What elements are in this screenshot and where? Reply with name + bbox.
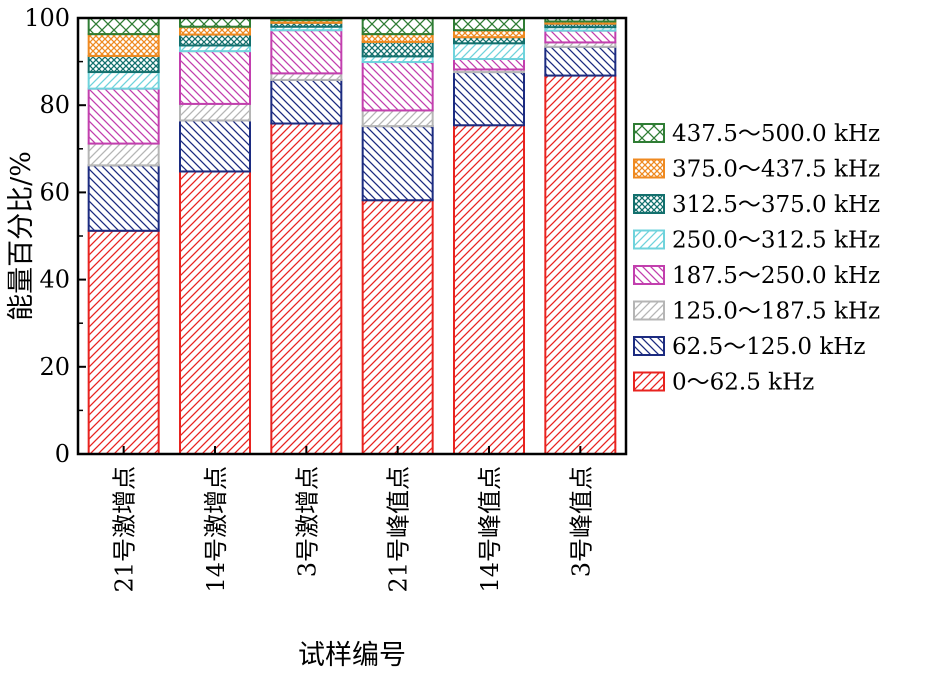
y-tick-label: 40 [39, 266, 70, 294]
y-tick-label: 20 [39, 353, 70, 381]
bar-segment-1-437-5-500-0-khz [87, 17, 160, 36]
y-tick-label: 80 [39, 91, 70, 119]
y-tick-label: 0 [55, 440, 70, 468]
bar-segment-3-0-62-5-khz [270, 122, 343, 456]
bar-segment-4-312-5-375-0-khz [361, 40, 434, 58]
legend-label: 250.0～312.5 kHz [672, 228, 880, 254]
bar-segment-1-375-0-437-5-khz [87, 33, 160, 57]
bar-segment-3-62-5-125-0-khz [270, 78, 343, 125]
x-tick-label: 14号激增点 [202, 466, 230, 593]
x-tick-label: 21号峰值点 [385, 466, 413, 593]
legend-label: 62.5～125.0 kHz [672, 334, 865, 360]
bars-layer [87, 17, 617, 456]
x-axis-title: 试样编号 [298, 640, 406, 671]
legend-swatch-250-0-312-5-khz [633, 229, 665, 250]
x-tick-label: 14号峰值点 [476, 466, 504, 593]
bar-segment-1-312-5-375-0-khz [87, 54, 160, 74]
bar-segment-1-62-5-125-0-khz [87, 164, 160, 232]
bar-segment-5-187-5-250-0-khz [453, 57, 525, 71]
y-tick-label: 100 [24, 4, 70, 32]
bar-segment-5-375-0-437-5-khz [453, 29, 525, 39]
bar-segment-4-125-0-187-5-khz [361, 109, 434, 128]
axis-layer: 0 20 40 60 80 100 21号激增点 14号激增点 3号激增点 21号峰值点 14号峰值… [24, 4, 595, 593]
bar-segment-3-187-5-250-0-khz [270, 29, 343, 75]
bar-segment-4-375-0-437-5-khz [361, 33, 434, 43]
bar-segment-2-375-0-437-5-khz [179, 25, 251, 36]
legend-label: 312.5～375.0 kHz [672, 192, 880, 218]
legend-label: 187.5～250.0 kHz [672, 263, 880, 289]
bar-segment-5-437-5-500-0-khz [453, 17, 525, 32]
bar-segment-4-0-62-5-khz [361, 199, 434, 455]
legend-label: 375.0～437.5 kHz [672, 157, 880, 183]
bar-segment-1-187-5-250-0-khz [87, 87, 160, 145]
bar-segment-4-62-5-125-0-khz [361, 125, 434, 202]
legend-label: 125.0～187.5 kHz [672, 299, 880, 325]
bar-segment-5-0-62-5-khz [453, 124, 525, 455]
plot-frame [76, 16, 628, 456]
legend-swatch-437-5-500-0-khz [633, 123, 665, 143]
legend-swatch-187-5-250-0-khz [633, 265, 665, 285]
bar-segment-1-250-0-312-5-khz [87, 71, 160, 90]
legend-swatch-125-0-187-5-khz [633, 300, 665, 321]
x-tick-label: 3号峰值点 [567, 466, 595, 577]
legend: 437.5～500.0 kHz 375.0～437.5 kHz 312.5～375.… [633, 121, 880, 396]
bar-segment-6-187-5-250-0-khz [544, 29, 617, 44]
y-tick-label: 60 [39, 178, 70, 206]
bar-segment-2-437-5-500-0-khz [179, 17, 251, 28]
bar-segment-5-62-5-125-0-khz [453, 71, 525, 127]
x-tick-label: 21号激增点 [111, 466, 139, 593]
x-tick-label: 3号激增点 [293, 466, 321, 577]
bar-segment-2-187-5-250-0-khz [179, 50, 251, 105]
bar-segment-4-187-5-250-0-khz [361, 61, 434, 112]
bar-segment-1-0-62-5-khz [87, 229, 160, 455]
bar-segment-1-125-0-187-5-khz [87, 142, 160, 167]
bar-segment-5-250-0-312-5-khz [453, 42, 525, 60]
bar-segment-2-0-62-5-khz [179, 170, 251, 456]
bar-segment-2-62-5-125-0-khz [179, 119, 251, 173]
y-axis-title: 能量百分比/% [6, 151, 37, 321]
bar-segment-2-312-5-375-0-khz [179, 33, 251, 47]
legend-label: 437.5～500.0 kHz [672, 121, 880, 147]
legend-swatch-312-5-375-0-khz [633, 194, 665, 214]
bar-segment-4-437-5-500-0-khz [361, 17, 434, 36]
bar-segment-2-125-0-187-5-khz [179, 102, 251, 122]
legend-label: 0～62.5 kHz [672, 370, 814, 396]
bar-segment-6-62-5-125-0-khz [544, 45, 617, 77]
legend-swatch-375-0-437-5-khz [633, 158, 665, 179]
legend-swatch-62-5-125-0-khz [633, 336, 665, 356]
legend-swatch-0-62-5-khz [633, 371, 665, 392]
bar-segment-6-0-62-5-khz [544, 74, 617, 455]
